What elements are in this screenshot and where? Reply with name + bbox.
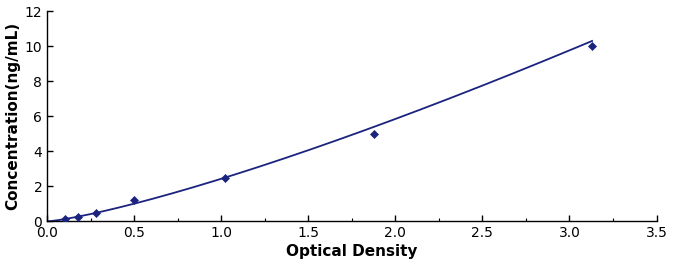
X-axis label: Optical Density: Optical Density: [286, 244, 418, 259]
Y-axis label: Concentration(ng/mL): Concentration(ng/mL): [5, 22, 21, 210]
